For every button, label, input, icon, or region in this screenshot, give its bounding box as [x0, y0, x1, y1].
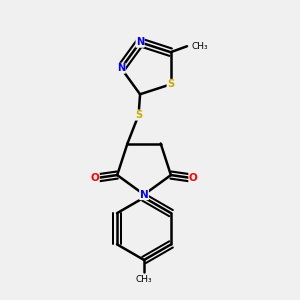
- Text: O: O: [91, 173, 99, 183]
- Text: N: N: [117, 63, 125, 73]
- Text: O: O: [189, 173, 198, 183]
- Text: S: S: [135, 110, 142, 120]
- Text: N: N: [140, 190, 148, 200]
- Text: N: N: [136, 37, 144, 47]
- Text: S: S: [167, 79, 174, 89]
- Text: CH₃: CH₃: [136, 275, 152, 284]
- Text: CH₃: CH₃: [191, 42, 208, 51]
